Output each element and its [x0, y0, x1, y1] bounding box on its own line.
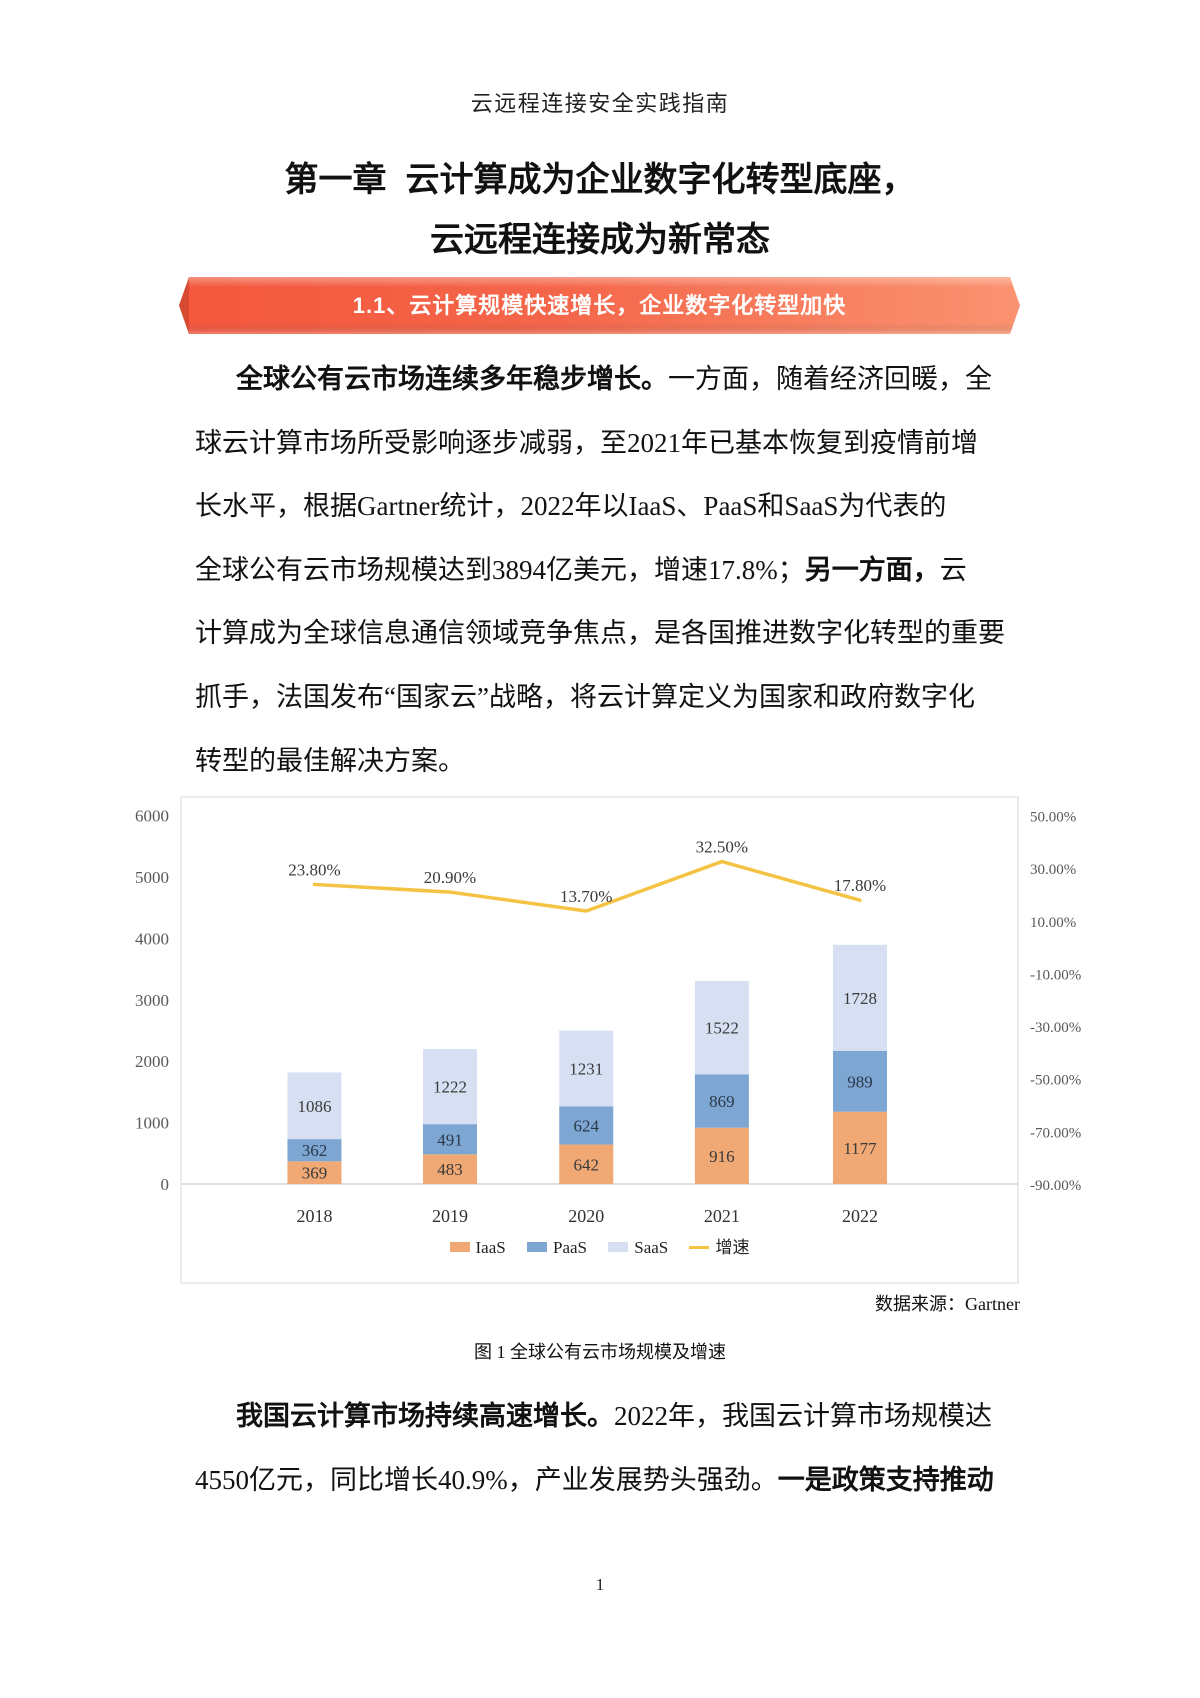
svg-text:1000: 1000	[135, 1114, 169, 1133]
svg-text:-10.00%: -10.00%	[1030, 967, 1081, 983]
svg-text:0: 0	[161, 1175, 170, 1194]
svg-text:869: 869	[709, 1092, 735, 1111]
svg-text:5000: 5000	[135, 868, 169, 887]
svg-text:362: 362	[302, 1141, 328, 1160]
svg-text:916: 916	[709, 1147, 735, 1166]
svg-text:-90.00%: -90.00%	[1030, 1178, 1081, 1194]
svg-text:1522: 1522	[705, 1019, 739, 1038]
svg-text:32.50%: 32.50%	[696, 838, 748, 857]
svg-text:2000: 2000	[135, 1052, 169, 1071]
svg-text:642: 642	[574, 1155, 600, 1174]
svg-text:491: 491	[437, 1130, 463, 1149]
svg-text:2022: 2022	[842, 1206, 878, 1226]
svg-text:369: 369	[302, 1164, 328, 1183]
svg-text:2019: 2019	[432, 1206, 468, 1226]
svg-text:-50.00%: -50.00%	[1030, 1073, 1081, 1089]
svg-text:-30.00%: -30.00%	[1030, 1020, 1081, 1036]
svg-text:1231: 1231	[569, 1059, 603, 1078]
svg-text:2020: 2020	[568, 1206, 604, 1226]
svg-text:3000: 3000	[135, 991, 169, 1010]
svg-text:1177: 1177	[843, 1139, 877, 1158]
svg-text:1222: 1222	[433, 1078, 467, 1097]
svg-text:2018: 2018	[296, 1206, 332, 1226]
svg-text:23.80%: 23.80%	[288, 860, 340, 879]
svg-text:13.70%: 13.70%	[560, 887, 612, 906]
svg-text:17.80%: 17.80%	[834, 876, 886, 895]
svg-text:1728: 1728	[843, 989, 877, 1008]
svg-text:10.00%: 10.00%	[1030, 915, 1076, 931]
svg-text:50.00%: 50.00%	[1030, 810, 1076, 826]
svg-text:20.90%: 20.90%	[424, 868, 476, 887]
svg-text:-70.00%: -70.00%	[1030, 1125, 1081, 1141]
svg-text:483: 483	[437, 1160, 463, 1179]
svg-text:624: 624	[574, 1116, 600, 1135]
svg-text:2021: 2021	[704, 1206, 740, 1226]
svg-text:6000: 6000	[135, 807, 169, 826]
svg-text:1086: 1086	[297, 1097, 331, 1116]
svg-text:989: 989	[847, 1072, 873, 1091]
svg-text:30.00%: 30.00%	[1030, 862, 1076, 878]
svg-text:4000: 4000	[135, 929, 169, 948]
